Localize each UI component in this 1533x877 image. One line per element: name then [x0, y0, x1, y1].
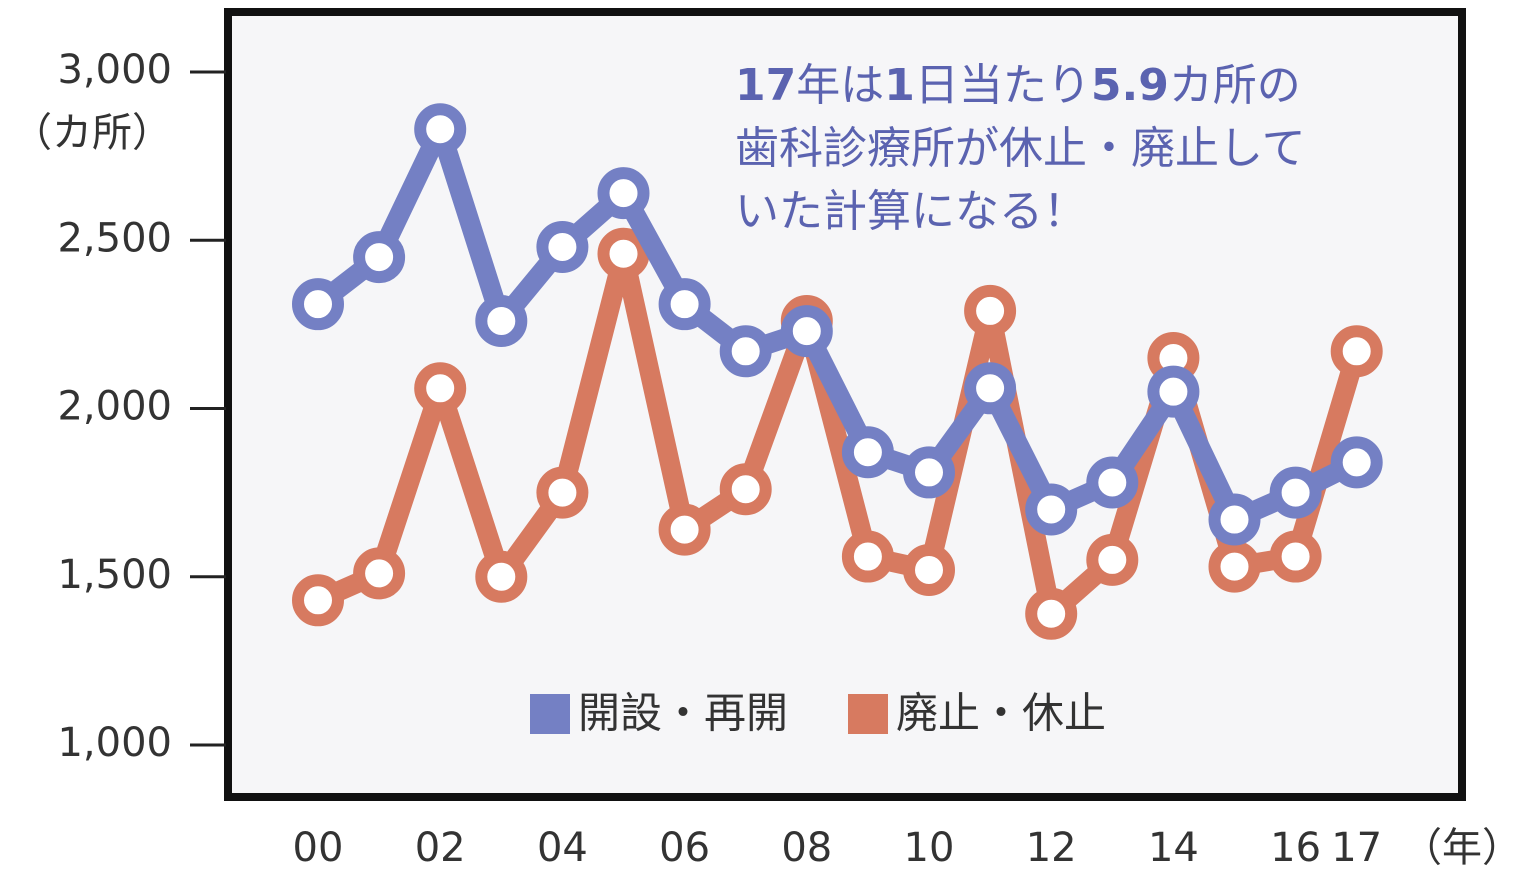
y-unit: （カ所） — [12, 110, 172, 156]
point — [1208, 493, 1261, 546]
point — [1269, 466, 1322, 519]
point — [414, 362, 467, 415]
point — [658, 278, 711, 331]
point — [292, 574, 344, 627]
legend-label: 廃止・休止 — [896, 689, 1106, 738]
point — [964, 284, 1017, 337]
x-tick-label: 04 — [537, 825, 588, 871]
annotation: 17年は1日当たり5.9カ所の — [735, 60, 1301, 111]
legend-label: 開設・再開 — [578, 689, 788, 738]
point — [903, 446, 955, 499]
y-tick-label: 2,500 — [57, 215, 172, 261]
point — [292, 278, 344, 331]
x-tick-label: 12 — [1026, 825, 1077, 871]
legend-swatch — [848, 694, 888, 734]
y-tick-label: 3,000 — [57, 47, 172, 93]
point — [658, 503, 711, 556]
x-tick-label: 06 — [659, 825, 710, 871]
point — [841, 426, 894, 479]
legend-swatch — [530, 694, 570, 734]
point — [475, 550, 528, 603]
point — [1330, 325, 1383, 378]
point — [719, 463, 772, 516]
annotation: 歯科診療所が休止・廃止して — [735, 123, 1306, 174]
point — [841, 530, 894, 583]
point — [597, 227, 650, 280]
point — [964, 362, 1017, 415]
point — [1269, 530, 1322, 583]
point — [1147, 365, 1200, 418]
point — [597, 167, 650, 220]
y-tick-label: 2,000 — [57, 384, 172, 430]
x-tick-label: 02 — [415, 825, 466, 871]
point — [1208, 540, 1261, 593]
point — [1086, 533, 1139, 586]
point — [1330, 436, 1383, 489]
x-tick-label: 10 — [904, 825, 955, 871]
point — [1086, 456, 1139, 509]
point — [903, 544, 955, 597]
point — [353, 547, 406, 600]
x-tick-label: 00 — [293, 825, 344, 871]
point — [353, 231, 406, 284]
x-unit: （年） — [1402, 825, 1522, 871]
x-tick-label: 08 — [781, 825, 832, 871]
annotation: いた計算になる！ — [735, 186, 1087, 237]
point — [1025, 587, 1078, 640]
x-tick-label: 16 — [1270, 825, 1321, 871]
point — [780, 305, 833, 358]
point — [719, 325, 772, 378]
point — [536, 220, 589, 273]
point — [536, 466, 589, 519]
y-tick-label: 1,500 — [57, 552, 172, 598]
point — [1025, 483, 1078, 536]
x-tick-label: 14 — [1148, 825, 1199, 871]
y-tick-label: 1,000 — [57, 720, 172, 766]
x-tick-label: 17 — [1331, 825, 1382, 871]
point — [414, 103, 467, 156]
point — [475, 295, 528, 348]
